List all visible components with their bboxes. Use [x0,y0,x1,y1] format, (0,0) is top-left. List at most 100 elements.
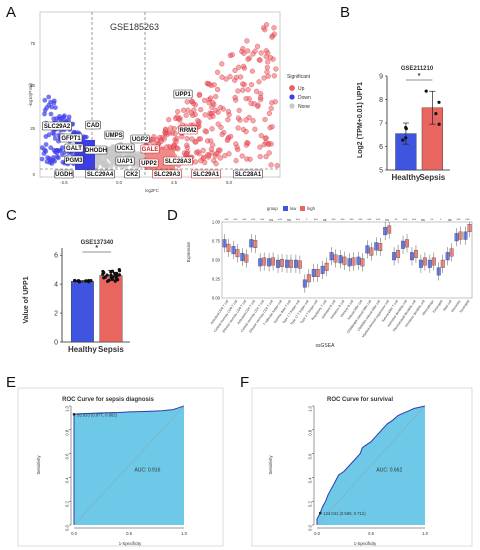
up-point [163,126,169,132]
gene-label: GFPT1 [61,136,81,142]
up-point [274,163,280,169]
panel-label-a: A [6,4,16,21]
down-point [53,105,58,110]
up-point [258,50,264,56]
gene-label: CAD [87,123,101,129]
up-point [240,63,247,69]
up-point [198,158,204,164]
up-point [257,144,263,150]
d-significance: ns [269,218,273,222]
y-tick-label: 1.0 [65,405,70,411]
y-tick-label: 0.0 [65,524,70,530]
up-point [201,97,208,103]
up-point [273,66,279,72]
up-point [209,126,215,132]
box [276,259,280,268]
none-point [107,151,112,156]
x-tick-label: 1.0 [422,531,428,536]
none-point [135,160,140,166]
d-significance: ns [421,218,425,222]
data-point [437,122,441,126]
box [427,259,432,268]
gene-label: UPP1 [175,92,191,98]
legend-down-swatch [289,94,295,100]
up-point [208,146,214,152]
d-significance: ns [448,218,452,222]
gene-label: UGDH [55,172,73,178]
d-significance: ** [430,218,433,222]
up-point [268,162,274,168]
y-tick-label: 9 [379,74,383,81]
significance-star: * [95,245,98,252]
up-point [175,109,181,115]
gene-label-box [104,130,124,140]
category-label: Healthy [391,173,420,182]
c-plot: 0 2 4 6 Healthy Sepsis * [54,245,130,354]
down-point [42,111,47,117]
up-point [245,48,251,54]
up-point [236,64,242,70]
down-point [54,148,60,153]
legend-none-swatch [289,103,295,109]
up-point [240,81,246,87]
up-point [268,141,274,147]
up-point [215,86,221,93]
up-point [188,110,194,116]
d-significance: ns [385,218,389,222]
panel-label-d: D [167,207,178,224]
d-significance: *** [278,218,283,222]
up-point [262,27,268,33]
box [369,247,374,256]
up-point [243,117,249,123]
up-point [240,46,246,52]
roc-curve [316,405,426,525]
up-point [244,38,250,44]
gene-label: UCK1 [117,146,134,152]
gene-label: PGM3 [65,158,83,164]
f-title: ROC Curve for survival [327,397,393,403]
gene-label-box [124,169,140,179]
y-tick-label: 0.0 [308,524,313,530]
optimal-point [72,413,76,416]
f-ylabel: Sensitivity [268,455,273,475]
box [258,258,263,267]
a-xtick-1: -2.5 [60,180,68,185]
box [329,252,334,261]
up-point [219,61,225,67]
up-point [227,74,233,80]
box [320,265,325,274]
e-border [17,387,224,547]
data-point [424,89,428,93]
up-point [225,136,231,142]
up-point [158,138,164,144]
data-point [114,278,118,283]
a-ytick-50: 50 [30,83,35,88]
optimal-point [318,511,322,515]
gene-label: UMPS [105,133,122,139]
down-point [55,155,61,161]
box [449,248,454,257]
y-tick-label: 8 [379,97,383,104]
f-plot: 0.0 0.2 0.4 0.6 0.8 1.0 0.0 0.5 1.0 124.041 (0.59… [308,405,429,536]
box [315,268,320,277]
gene-label: GALE [142,147,159,153]
y-tick-label: 1.0 [308,405,313,411]
box [342,256,347,265]
down-point [59,152,65,158]
down-point [46,102,52,108]
b-ylabel: Log2 (TPM+0.01) UPP1 [357,82,364,158]
up-point [261,142,267,148]
data-point [118,269,122,273]
up-point [257,154,263,160]
cell-label: Eosinophil [432,299,444,314]
a-ytick-75: 75 [30,41,35,46]
down-point [42,107,48,113]
box [374,242,379,251]
bar-chart-b: GSE211210 5 6 7 8 9 Healthy Sepsis * Log2 (TPM+… [357,66,450,182]
data-point [102,276,106,280]
up-point [258,133,264,139]
up-point [206,100,212,106]
up-point [238,74,244,80]
x-tick-label: 0.0 [71,531,77,536]
up-point [263,154,269,160]
